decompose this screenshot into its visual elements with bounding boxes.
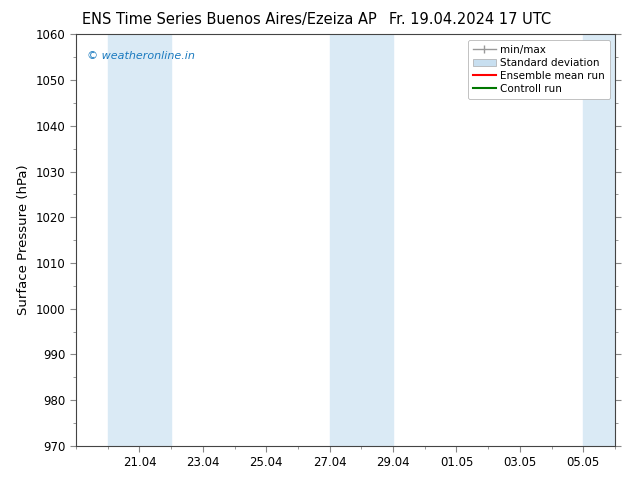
Y-axis label: Surface Pressure (hPa): Surface Pressure (hPa) xyxy=(17,165,30,316)
Bar xyxy=(583,34,615,446)
Bar xyxy=(108,34,171,446)
Bar xyxy=(330,34,393,446)
Text: ENS Time Series Buenos Aires/Ezeiza AP: ENS Time Series Buenos Aires/Ezeiza AP xyxy=(82,12,377,27)
Text: Fr. 19.04.2024 17 UTC: Fr. 19.04.2024 17 UTC xyxy=(389,12,552,27)
Legend: min/max, Standard deviation, Ensemble mean run, Controll run: min/max, Standard deviation, Ensemble me… xyxy=(467,40,610,99)
Text: © weatheronline.in: © weatheronline.in xyxy=(87,51,195,61)
